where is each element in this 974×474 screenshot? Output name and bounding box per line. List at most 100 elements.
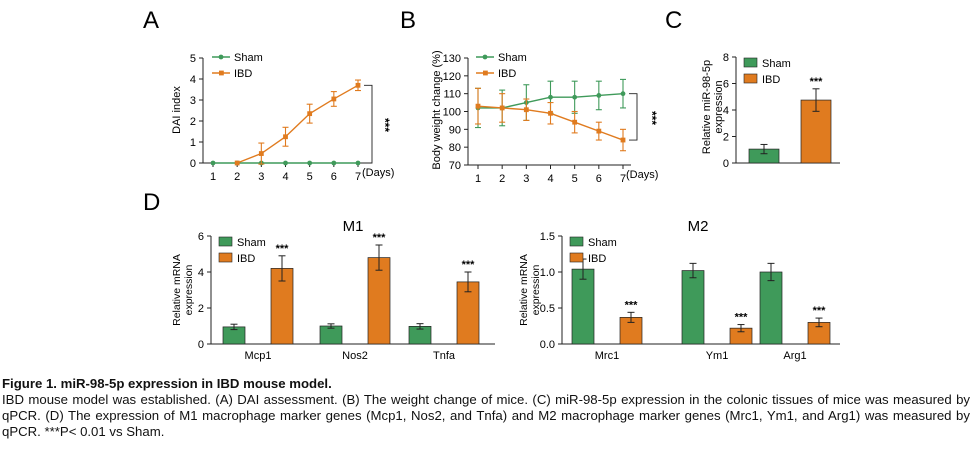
y-tick-label: 110 [443, 89, 461, 101]
y-tick-label: 6 [198, 231, 204, 243]
panel-a-letter: A [143, 7, 159, 34]
y-tick-label: 0 [198, 339, 204, 351]
y-tick-label: 4 [723, 105, 729, 117]
panel-b-ylabel: Body weight change (%) [431, 50, 443, 169]
x-tick-label: Mrc1 [595, 350, 619, 362]
x-tick-label: 2 [499, 173, 505, 185]
panel-b-significance: *** [645, 111, 659, 125]
panel-b-chart: 70 80 90 100 110 120 130 1 2 3 4 5 6 7 Sham IBD [443, 52, 638, 185]
significance-label: *** [625, 299, 639, 311]
figure-caption: Figure 1. miR-98-5p expression in IBD mo… [2, 376, 970, 440]
x-tick-label: Ym1 [706, 350, 729, 362]
panel-d-m2-ylabel-line1: Relative mRNA [518, 254, 530, 326]
legend-label-ibd: IBD [762, 74, 780, 86]
significance-label: *** [462, 259, 476, 271]
panel-d-m2-chart: 0.0 0.5 1.0 1.5 *** Mrc1 *** Ym1 *** Arg1 Sham IBD [540, 231, 840, 362]
legend-swatch-sham [569, 236, 584, 247]
x-tick-label: 5 [307, 171, 313, 183]
y-tick-label: 8 [723, 52, 729, 64]
legend-swatch-ibd [569, 252, 584, 263]
x-tick-label: 1 [475, 173, 481, 185]
legend-marker-sham [482, 54, 488, 60]
bar-nos2-sham [319, 325, 343, 345]
y-tick-label: 1 [190, 137, 196, 149]
panel-d-m2-ylabel-line2: expression [530, 264, 542, 315]
x-tick-label: 6 [596, 173, 602, 185]
panel-a-significance: *** [378, 118, 392, 132]
y-tick-label: 2 [723, 132, 729, 144]
legend-label-ibd: IBD [237, 253, 255, 265]
data-point-sham [210, 160, 216, 166]
x-tick-label: Tnfa [433, 350, 456, 362]
x-tick-label: 4 [282, 171, 288, 183]
x-tick-label: Arg1 [783, 350, 806, 362]
panel-d-m1-title: M1 [343, 218, 364, 235]
x-tick-label: 7 [620, 173, 626, 185]
panel-a-chart: 0 1 2 3 4 5 1 2 3 4 5 6 7 Sham IBD [190, 52, 373, 183]
data-point-sham [283, 160, 288, 166]
y-tick-label: 6 [723, 79, 729, 91]
legend-swatch-sham [743, 57, 758, 68]
data-point-ibd [283, 134, 288, 140]
legend-label-ibd: IBD [234, 68, 252, 80]
legend-label-sham: Sham [498, 52, 527, 64]
caption-body: IBD mouse model was established. (A) DAI… [2, 392, 970, 439]
x-tick-label: 3 [258, 171, 264, 183]
data-point-ibd [355, 82, 361, 88]
panel-c-letter: C [665, 7, 682, 34]
significance-bracket [364, 84, 373, 164]
panel-d-m1-ylabel-line1: Relative mRNA [171, 254, 183, 326]
x-tick-label: 4 [547, 173, 553, 185]
panel-a-ylabel: DAI index [171, 86, 183, 134]
x-tick-label: 3 [523, 173, 529, 185]
caption-title: Figure 1. miR-98-5p expression in IBD mo… [2, 376, 332, 391]
data-point-sham [596, 93, 602, 98]
data-point-ibd [331, 96, 337, 102]
legend-marker-ibd [483, 70, 488, 76]
significance-label: *** [735, 312, 749, 324]
legend-swatch-ibd [218, 252, 233, 263]
panel-a-xlabel: (Days) [362, 167, 394, 179]
bar-arg1-sham [759, 271, 783, 345]
significance-label: *** [373, 232, 387, 244]
series-line-ibd [236, 84, 359, 164]
y-tick-label: 4 [190, 74, 196, 86]
data-point-sham [307, 160, 313, 166]
y-tick-label: 120 [443, 71, 461, 83]
legend-label-sham: Sham [237, 237, 266, 249]
y-tick-label: 0.5 [540, 303, 555, 315]
panel-c-chart: 0 2 4 6 8 *** Sham IBD [723, 52, 840, 170]
y-tick-label: 0.0 [540, 339, 555, 351]
significance-label: *** [810, 76, 824, 88]
data-point-ibd [234, 160, 240, 166]
legend-marker-ibd [219, 70, 224, 76]
x-tick-label: Mcp1 [245, 350, 272, 362]
panel-c-ylabel-line2: expression [713, 80, 725, 133]
y-tick-label: 3 [190, 95, 196, 107]
data-point-sham [572, 94, 578, 100]
significance-label: *** [276, 243, 290, 255]
x-tick-label: Nos2 [342, 350, 368, 362]
y-tick-label: 130 [443, 53, 461, 65]
panel-d-m1-chart: 0 2 4 6 *** Mcp1 *** Nos2 *** Tnfa Sham IBD [198, 231, 495, 362]
data-point-sham [355, 160, 361, 166]
y-tick-label: 70 [449, 160, 461, 172]
legend-label-ibd: IBD [498, 68, 516, 80]
data-point-sham [548, 94, 553, 100]
y-tick-label: 5 [190, 53, 196, 65]
legend-label-sham: Sham [762, 58, 791, 70]
legend-swatch-sham [218, 236, 233, 247]
data-point-ibd [620, 137, 626, 143]
legend-label-sham: Sham [588, 237, 617, 249]
bar-ym1-sham [681, 270, 705, 345]
x-tick-label: 1 [210, 171, 216, 183]
panel-d-m2-title: M2 [688, 218, 709, 235]
panel-d-m1-ylabel-line2: expression [183, 264, 195, 315]
data-point-ibd [307, 111, 313, 117]
legend-marker-sham [218, 54, 224, 60]
legend-label-ibd: IBD [588, 253, 606, 265]
panel-b-letter: B [400, 7, 416, 34]
bar-mrc1-sham [571, 268, 595, 345]
y-tick-label: 1.5 [540, 231, 555, 243]
data-point-ibd [523, 107, 529, 113]
